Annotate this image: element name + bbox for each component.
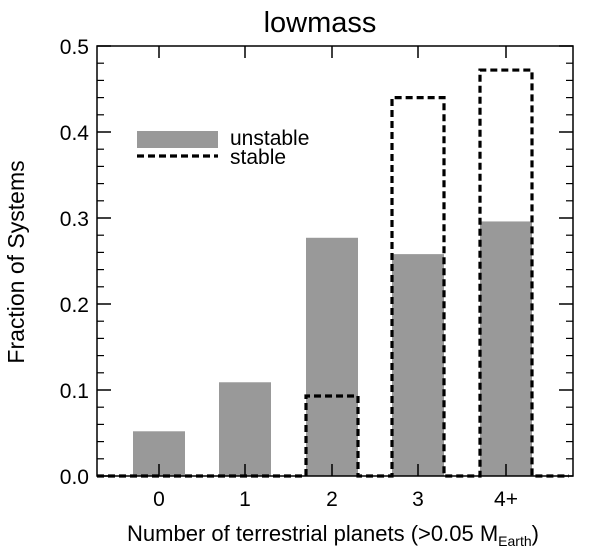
- y-tick-label: 0.5: [60, 36, 89, 59]
- x-tick-label-1: 1: [239, 488, 251, 511]
- y-tick-label: 0.2: [60, 294, 89, 317]
- bar-unstable-2: [306, 237, 358, 476]
- y-tick-label: 0.1: [60, 380, 89, 403]
- y-tick-label: 0.4: [60, 122, 90, 145]
- x-axis-label-sub: Earth: [498, 533, 531, 549]
- x-tick-label-0: 0: [153, 488, 165, 511]
- x-axis-label: Number of terrestrial planets (>0.05 MEa…: [127, 521, 539, 549]
- chart-title: lowmass: [264, 7, 377, 39]
- legend-label-unstable: unstable: [230, 127, 309, 150]
- legend-swatch-unstable: [137, 131, 218, 148]
- bar-unstable-4+: [480, 221, 532, 476]
- bar-unstable-1: [219, 382, 271, 476]
- x-tick-label-2: 2: [326, 488, 338, 511]
- x-tick-label-4+: 4+: [494, 488, 518, 511]
- x-axis-label-main: Number of terrestrial planets (>0.05 M: [127, 521, 498, 546]
- y-axis-label: Fraction of Systems: [3, 160, 29, 363]
- plot-frame: [96, 45, 574, 477]
- y-tick-label: 0.0: [60, 466, 89, 489]
- bars-group: [97, 68, 569, 478]
- y-tick-label: 0.3: [60, 208, 89, 231]
- legend-label-stable: stable: [230, 146, 286, 169]
- x-tick-label-3: 3: [412, 488, 424, 511]
- x-axis-label-close: ): [532, 521, 539, 546]
- bar-unstable-3: [392, 254, 444, 476]
- axes-group: 0.0 0.1 0.2 0.3 0.4 0.5 0 1 2 3 4+: [60, 36, 574, 511]
